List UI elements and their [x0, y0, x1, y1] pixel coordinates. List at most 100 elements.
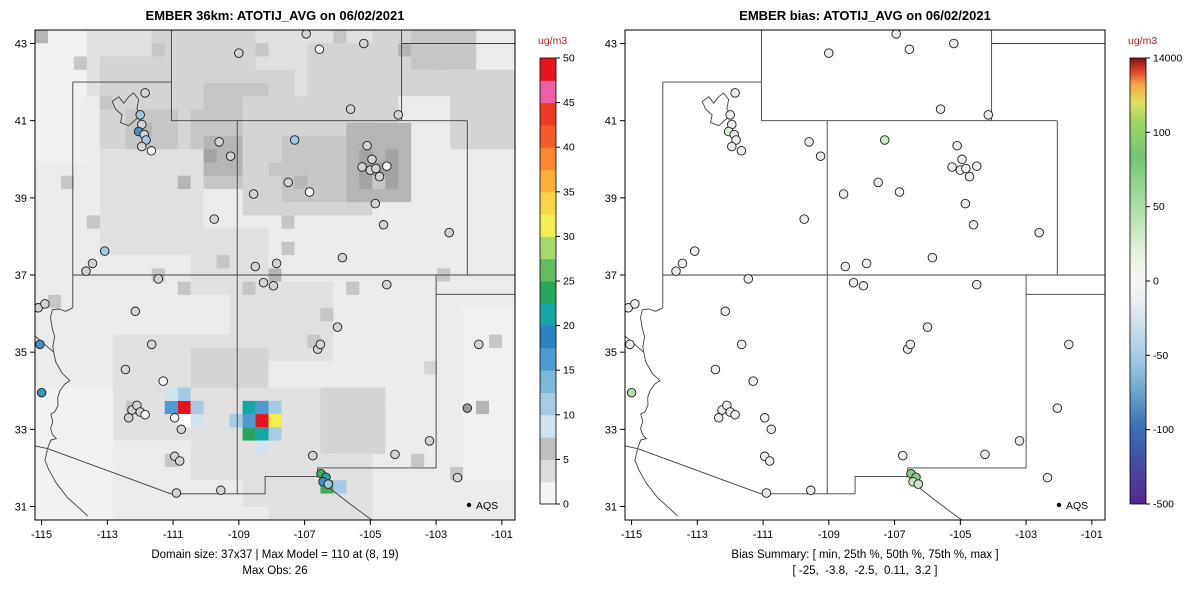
hotspot-grid-cell	[164, 387, 178, 401]
y-tick-label: 37	[605, 270, 617, 282]
station-marker	[736, 339, 747, 350]
station-marker	[983, 110, 994, 120]
station-marker	[720, 306, 731, 317]
colorbar-tick-label: 14000	[1153, 53, 1182, 65]
station-marker	[1014, 436, 1025, 446]
station-marker	[1034, 227, 1044, 238]
colorbar-tick-label: 50	[563, 53, 575, 65]
station-marker	[452, 472, 463, 483]
aqs-legend: AQS	[466, 500, 498, 512]
colorbar-block	[540, 481, 556, 505]
station-marker	[444, 227, 454, 238]
x-tick-label: -103	[425, 529, 447, 541]
station-marker	[258, 277, 269, 288]
y-tick-label: 35	[15, 347, 27, 359]
colorbar-block	[540, 236, 556, 260]
aqs-legend-dot-icon	[1056, 502, 1062, 508]
colorbar-tick-label: 50	[1153, 201, 1165, 213]
colorbar-tick-label: 0	[1153, 276, 1159, 288]
station-marker	[968, 220, 979, 230]
model-grid-layer	[35, 30, 515, 520]
station-marker	[913, 479, 924, 489]
colorbar-block	[540, 102, 556, 126]
grid-cell	[99, 96, 113, 110]
grid-cell	[177, 175, 191, 189]
station-marker	[171, 488, 182, 498]
station-marker	[371, 163, 381, 174]
colorbar-block	[540, 347, 556, 371]
station-marker	[146, 339, 157, 350]
grid-cell	[242, 281, 256, 295]
grid-cell	[86, 215, 100, 229]
colorbar-tick-label: 20	[563, 320, 575, 332]
station-marker	[268, 281, 279, 291]
station-marker	[169, 413, 180, 423]
x-tick-label: -111	[753, 529, 773, 541]
station-marker	[323, 479, 334, 489]
station-marker	[248, 189, 259, 199]
x-tick-label: -107	[294, 529, 316, 541]
station-marker	[824, 48, 834, 58]
station-marker	[135, 110, 145, 120]
station-marker	[736, 146, 747, 156]
state-boundary	[111, 92, 143, 127]
state-boundary	[625, 445, 638, 450]
station-marker	[952, 140, 962, 151]
station-marker	[158, 376, 168, 386]
grid-patch	[450, 69, 515, 150]
station-marker	[671, 266, 681, 276]
state-boundary	[637, 448, 910, 495]
right-colorbar: 14000 100 50 0 -50 -100 -500 ug/m3	[1128, 35, 1182, 511]
station-marker	[815, 151, 826, 161]
station-layer	[35, 30, 484, 498]
station-marker	[332, 322, 343, 332]
station-marker	[140, 88, 150, 98]
colorbar-block	[540, 392, 556, 416]
station-marker	[949, 38, 959, 49]
station-marker	[214, 137, 224, 147]
aqs-legend-dot-icon	[466, 502, 472, 508]
axes: -115 -113 -111 -109 -107 -105 -103 -101 31 33 35 37…	[15, 29, 516, 541]
grid-cell	[177, 281, 191, 295]
station-marker	[474, 339, 484, 350]
colorbar-units-label: ug/m3	[538, 35, 567, 47]
station-marker	[1052, 403, 1063, 413]
y-tick-label: 39	[605, 193, 617, 205]
colorbar-tick-label: -50	[1153, 350, 1168, 362]
state-boundary-layer	[625, 30, 1105, 520]
grid-cell	[203, 149, 217, 163]
station-marker	[462, 403, 473, 413]
station-marker	[40, 299, 50, 309]
station-marker	[799, 214, 809, 224]
station-marker	[271, 258, 282, 269]
y-tick-label: 31	[15, 501, 27, 513]
hotspot-grid-cell	[268, 414, 282, 428]
grid-patch	[99, 149, 204, 256]
station-marker	[838, 189, 849, 199]
y-tick-label: 33	[15, 424, 27, 436]
station-marker	[315, 339, 326, 350]
x-tick-label: -103	[1015, 529, 1037, 541]
station-marker	[153, 274, 164, 284]
colorbar-block	[540, 124, 556, 148]
station-marker	[922, 322, 933, 332]
hotspot-grid-cell	[268, 400, 282, 415]
grid-cell	[281, 241, 295, 256]
station-marker	[378, 220, 389, 230]
station-marker	[898, 450, 908, 461]
colorbar-tick-label: -500	[1153, 499, 1174, 511]
left-map-panel: AQS -115 -113 -111 -109 -107 -105 -103 -101 31 33 3…	[15, 29, 575, 541]
colorbar-block	[540, 325, 556, 349]
hotspot-grid-cell	[268, 427, 282, 441]
grid-cell	[151, 43, 165, 57]
station-marker	[806, 485, 816, 496]
station-marker	[304, 187, 315, 197]
x-tick-label: -109	[228, 529, 250, 541]
right-caption-bias-summary-values: [ -25, -3.8, -2.5, 0.11, 3.2 ]	[792, 565, 938, 577]
station-marker	[36, 387, 47, 398]
colorbar-tick-label: 10	[563, 409, 575, 421]
grid-cell	[294, 175, 308, 189]
station-marker	[337, 252, 348, 263]
grid-cell	[320, 308, 334, 322]
